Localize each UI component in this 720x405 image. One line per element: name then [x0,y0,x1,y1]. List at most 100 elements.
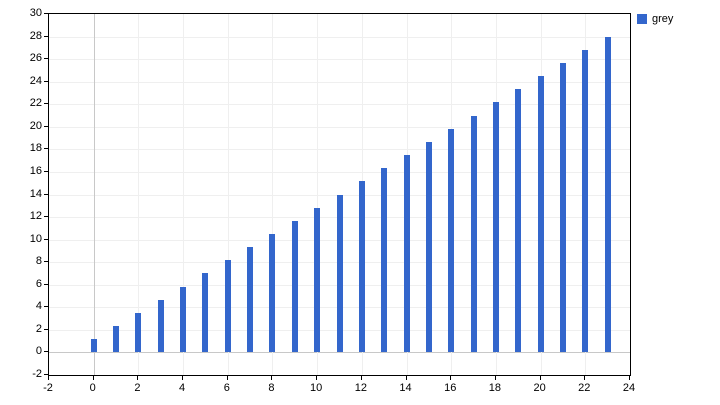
x-tick-label: 18 [488,382,502,394]
h-gridline [49,36,630,38]
x-axis-tick [182,376,184,380]
bar [403,155,410,353]
legend-swatch [637,14,647,24]
bar [135,312,142,353]
bar [90,339,97,353]
y-tick-label: 10 [29,232,42,245]
y-axis-tick [44,58,48,60]
y-axis-tick [44,261,48,263]
y-tick-label: 6 [35,277,42,290]
x-axis-tick [137,376,139,380]
y-axis-tick [44,306,48,308]
y-axis-tick [44,125,48,127]
bar [291,220,298,353]
bar [470,115,477,353]
bar [247,247,254,353]
bar [113,326,120,353]
plot-area [48,13,631,376]
y-tick-label: 22 [29,97,42,110]
bar [202,273,209,353]
y-axis-tick [44,283,48,285]
bar [358,181,365,353]
x-tick-label: 10 [310,382,323,394]
x-axis-tick [48,376,49,380]
x-axis-tick [494,376,496,380]
h-gridline [49,149,630,151]
x-tick-label: 14 [399,382,412,394]
x-axis-tick [450,376,452,380]
y-axis-tick [44,148,48,150]
v-gridline [317,14,319,375]
x-axis-tick [271,376,273,380]
h-gridline [49,171,630,173]
x-tick-label: 16 [444,382,457,394]
bar [582,49,589,353]
y-axis-tick [44,35,48,37]
y-tick-label: 18 [29,142,42,155]
legend-label: grey [652,13,674,25]
x-tick-label: 12 [354,382,367,394]
v-gridline [272,14,274,375]
x-tick-label: 4 [179,382,186,394]
x-axis-tick [629,376,630,380]
x-axis-tick [584,376,586,380]
y-axis-tick [44,238,48,240]
bar [559,62,566,353]
x-axis-tick [405,376,407,380]
v-gridline [183,14,185,375]
y-tick-label: 2 [35,322,42,335]
y-tick-label: 14 [29,187,42,200]
x-tick-label: 20 [533,382,546,394]
x-axis-tick [92,376,94,380]
bar [537,76,544,353]
y-axis-tick [44,374,48,375]
y-axis-tick [44,328,48,330]
y-tick-label: 24 [29,74,42,87]
y-axis-tick [44,80,48,82]
bar [381,168,388,353]
x-tick-label: 8 [268,382,275,394]
y-tick-label: -2 [32,368,42,380]
legend: grey [637,13,673,25]
h-gridline [49,81,630,83]
x-axis-tick [539,376,541,380]
y-tick-label: 0 [35,345,42,358]
bar [269,233,276,353]
x-tick-label: -2 [43,382,53,394]
x-axis-tick [360,376,362,380]
zero-gridline-horizontal [49,352,630,354]
x-axis-tick [316,376,318,380]
y-tick-label: 20 [29,119,42,132]
y-tick-label: 16 [29,164,42,177]
bar [157,299,164,353]
x-tick-label: 0 [89,382,96,394]
x-tick-label: 24 [622,382,636,394]
y-tick-label: 8 [35,255,42,268]
y-tick-label: 4 [35,300,42,313]
x-tick-label: 22 [578,382,591,394]
y-axis-tick [44,193,48,195]
zero-gridline-vertical [93,14,95,375]
y-tick-label: 26 [29,52,42,65]
v-gridline [138,14,140,375]
y-tick-label: 28 [29,29,42,42]
h-gridline [49,104,630,106]
bar [425,141,432,353]
bar [314,207,321,353]
h-gridline [49,59,630,61]
x-tick-label: 6 [223,382,230,394]
y-axis-tick [44,170,48,172]
v-gridline [227,14,229,375]
y-axis-tick [44,13,48,14]
y-axis-tick [44,216,48,218]
bar [492,102,499,353]
bar [448,128,455,353]
y-tick-label: 12 [29,210,42,223]
bar [604,36,611,353]
h-gridline [49,126,630,128]
y-axis-tick [44,103,48,105]
bar [180,286,187,353]
y-axis-tick [44,351,48,353]
bar [224,260,231,353]
